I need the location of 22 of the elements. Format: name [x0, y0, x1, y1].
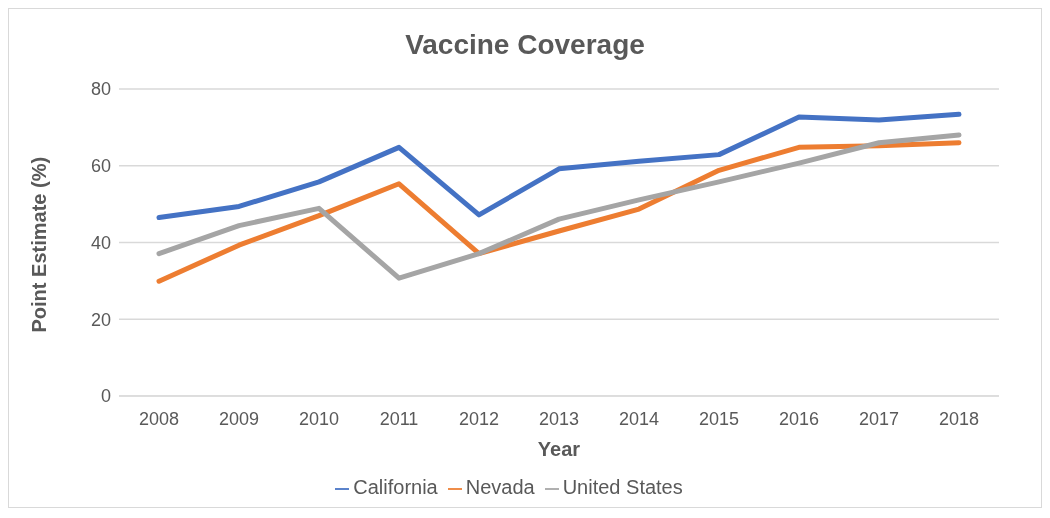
y-tick-label: 40	[90, 232, 111, 253]
x-tick-label: 2016	[778, 408, 820, 429]
x-tick-label: 2010	[298, 408, 340, 429]
x-axis-title: Year	[537, 438, 581, 460]
legend-label: Nevada	[465, 476, 535, 498]
x-tick-label: 2014	[618, 408, 660, 429]
x-tick-label: 2012	[458, 408, 500, 429]
chart-title: Vaccine Coverage	[404, 28, 646, 62]
x-tick-label: 2013	[538, 408, 580, 429]
y-axis-title: Point Estimate (%)	[28, 156, 51, 333]
legend-label: California	[353, 476, 438, 498]
x-tick-label: 2008	[138, 408, 180, 429]
x-tick-label: 2015	[698, 408, 740, 429]
y-tick-label: 60	[90, 156, 111, 177]
y-tick-label: 20	[90, 309, 111, 330]
y-tick-label: 80	[90, 79, 111, 100]
x-tick-label: 2018	[938, 408, 980, 429]
x-tick-label: 2011	[379, 408, 419, 429]
x-tick-label: 2009	[218, 408, 260, 429]
x-tick-label: 2017	[858, 408, 900, 429]
legend-label: United States	[562, 476, 683, 498]
y-tick-label: 0	[100, 386, 111, 407]
